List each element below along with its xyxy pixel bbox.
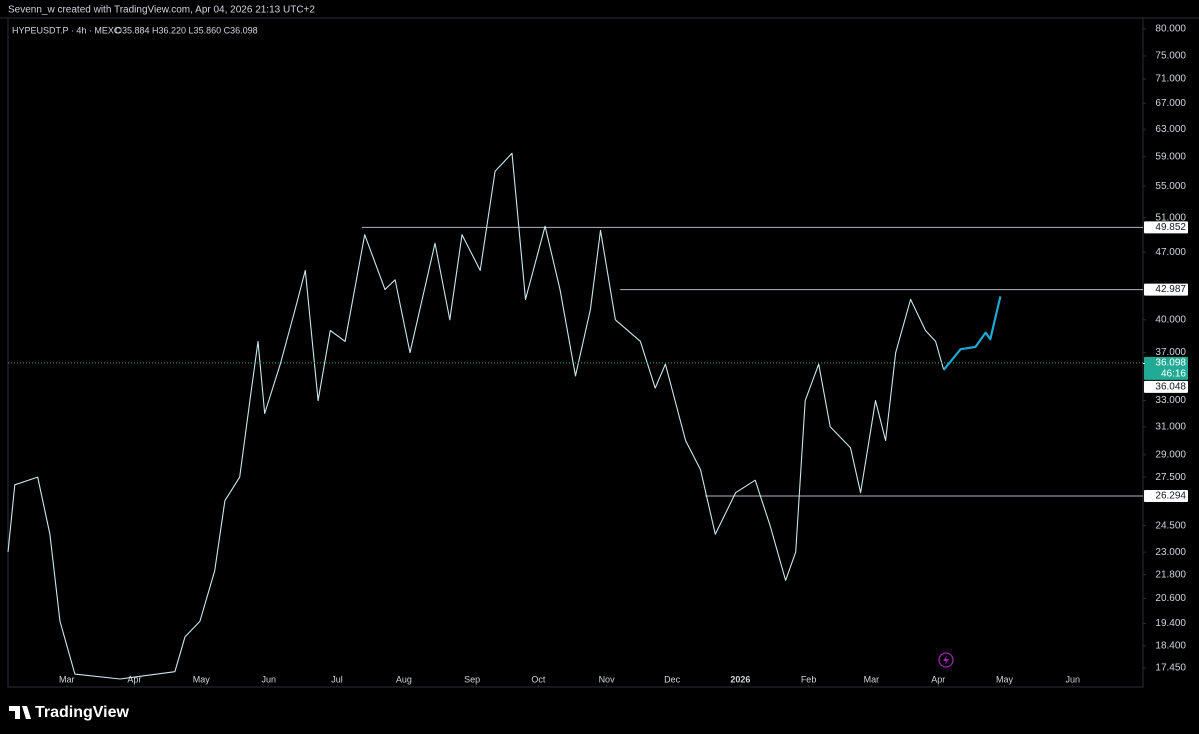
- x-tick-label: Jun: [262, 674, 277, 684]
- header: Sevenn_w created with TradingView.com, A…: [8, 5, 315, 16]
- y-tick-label: 40.000: [1155, 314, 1186, 325]
- y-tick-label: 80.000: [1155, 24, 1186, 35]
- last-price-label: 36.098: [1155, 358, 1186, 369]
- x-tick-label: Oct: [531, 674, 546, 684]
- x-tick-label: Aug: [396, 674, 412, 684]
- x-tick-label: Jun: [1065, 674, 1080, 684]
- y-tick-label: 21.800: [1155, 569, 1186, 580]
- y-tick-label: 67.000: [1155, 98, 1186, 109]
- y-tick-label: 37.000: [1155, 347, 1186, 358]
- y-tick-label: 33.000: [1155, 395, 1186, 406]
- price-line: [7, 152, 945, 680]
- x-tick-label: Nov: [599, 674, 616, 684]
- level-label: 49.852: [1155, 222, 1186, 233]
- other-price-label: 36.048: [1155, 382, 1186, 393]
- lightning-icon[interactable]: [938, 652, 954, 668]
- level-label-box: [1144, 221, 1188, 234]
- x-tick-label: Jul: [331, 674, 343, 684]
- x-tick-label: Dec: [664, 674, 681, 684]
- y-tick-label: 63.000: [1155, 124, 1186, 135]
- x-tick-label: Feb: [801, 674, 817, 684]
- x-tick-label: Mar: [59, 674, 75, 684]
- y-tick-label: 20.600: [1155, 593, 1186, 604]
- x-tick-label: Sep: [464, 674, 480, 684]
- level-label: 26.294: [1155, 491, 1186, 502]
- level-label-box: [1144, 489, 1188, 502]
- logo-text: TradingView: [35, 704, 130, 721]
- projection-line: [942, 296, 1002, 371]
- y-tick-label: 17.450: [1155, 663, 1186, 674]
- x-tick-label: Apr: [931, 674, 945, 684]
- y-tick-label: 31.000: [1155, 421, 1186, 432]
- y-tick-label: 75.000: [1155, 51, 1186, 62]
- symbol: HYPEUSDT.P · 4h · MEXC: [12, 25, 121, 35]
- y-tick-label: 51.000: [1155, 212, 1186, 223]
- ohlc: O35.884 H36.220 L35.860 C36.098: [115, 25, 258, 35]
- logo[interactable]: TradingView: [9, 704, 130, 721]
- y-tick-label: 27.500: [1155, 472, 1186, 483]
- x-tick-label: Apr: [127, 674, 141, 684]
- level-label: 42.987: [1155, 284, 1186, 295]
- x-tick-label: May: [193, 674, 211, 684]
- x-tick-label: 2026: [730, 674, 750, 684]
- y-tick-label: 29.000: [1155, 449, 1186, 460]
- x-tick-label: Mar: [864, 674, 880, 684]
- x-tick-label: May: [996, 674, 1014, 684]
- y-tick-label: 18.400: [1155, 640, 1186, 651]
- y-tick-label: 23.000: [1155, 547, 1186, 558]
- countdown: 46:16: [1161, 369, 1186, 380]
- level-label-box: [1144, 283, 1188, 296]
- y-tick-label: 59.000: [1155, 151, 1186, 162]
- other-price-label-box: [1144, 380, 1188, 393]
- y-tick-label: 71.000: [1155, 74, 1186, 85]
- countdown-box: [1144, 367, 1188, 380]
- y-tick-label: 55.000: [1155, 181, 1186, 192]
- last-price-label-box: [1144, 356, 1188, 369]
- y-tick-label: 47.000: [1155, 247, 1186, 258]
- y-tick-label: 24.500: [1155, 520, 1186, 531]
- y-tick-label: 19.400: [1155, 618, 1186, 629]
